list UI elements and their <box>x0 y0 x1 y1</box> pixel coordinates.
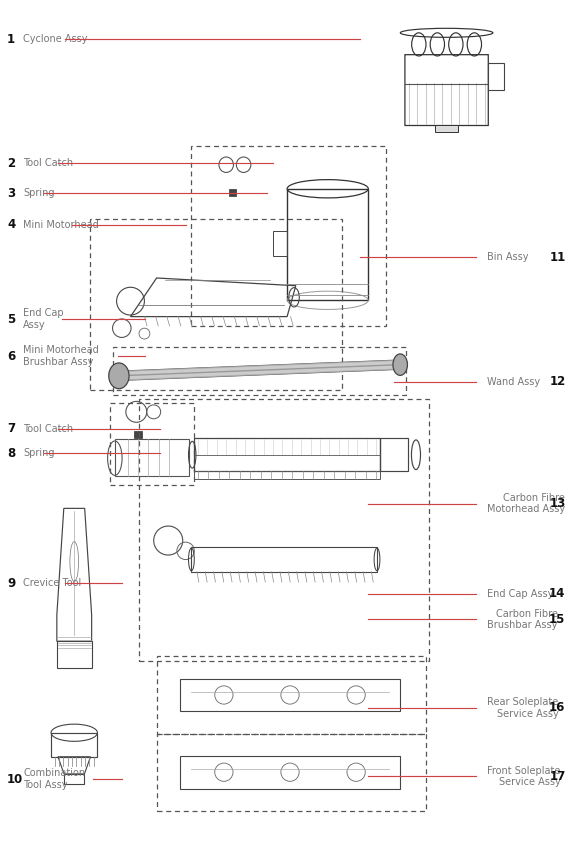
Bar <box>90 219 342 390</box>
Text: 13: 13 <box>549 497 566 511</box>
Text: Combination
Tool Assy: Combination Tool Assy <box>23 768 85 790</box>
Bar <box>110 403 194 485</box>
Bar <box>191 146 386 326</box>
Text: 6: 6 <box>7 349 15 363</box>
Text: 14: 14 <box>549 587 566 601</box>
Text: 7: 7 <box>7 422 15 436</box>
Text: 12: 12 <box>549 375 566 389</box>
Bar <box>113 347 406 395</box>
Text: 15: 15 <box>549 613 566 626</box>
Text: 2: 2 <box>7 156 15 170</box>
Text: 17: 17 <box>549 770 566 783</box>
Bar <box>57 642 92 668</box>
Text: Cyclone Assy: Cyclone Assy <box>23 34 88 45</box>
Text: 5: 5 <box>7 312 15 326</box>
Text: 16: 16 <box>549 701 566 715</box>
Text: Tool Catch: Tool Catch <box>23 424 73 434</box>
Bar <box>139 399 429 661</box>
Text: End Cap
Assy: End Cap Assy <box>23 308 64 330</box>
Bar <box>380 438 408 471</box>
Text: 1: 1 <box>7 33 15 46</box>
Text: Mini Motorhead
Brushbar Assy: Mini Motorhead Brushbar Assy <box>23 345 99 367</box>
Text: Tool Catch: Tool Catch <box>23 158 73 168</box>
Bar <box>435 125 458 132</box>
Text: Mini Motorhead: Mini Motorhead <box>23 220 99 230</box>
Text: Carbon Fibre
Motorhead Assy: Carbon Fibre Motorhead Assy <box>487 492 566 515</box>
Text: Front Soleplate
Service Assy: Front Soleplate Service Assy <box>487 765 561 788</box>
Text: 3: 3 <box>7 186 15 200</box>
Bar <box>488 63 503 90</box>
Text: 10: 10 <box>7 772 23 786</box>
Text: Bin Assy: Bin Assy <box>487 252 529 263</box>
Bar <box>287 189 368 300</box>
Text: Crevice Tool: Crevice Tool <box>23 578 81 589</box>
Bar <box>194 471 380 480</box>
Text: Rear Soleplate
Service Assy: Rear Soleplate Service Assy <box>487 697 559 719</box>
Text: 8: 8 <box>7 446 15 460</box>
Bar <box>64 774 85 784</box>
Bar <box>134 431 142 438</box>
Text: Spring: Spring <box>23 448 55 458</box>
Text: 11: 11 <box>549 251 566 264</box>
Text: 9: 9 <box>7 577 15 590</box>
Text: Carbon Fibre
Brushbar Assy: Carbon Fibre Brushbar Assy <box>487 608 557 631</box>
Text: Wand Assy: Wand Assy <box>487 377 541 387</box>
Bar <box>273 231 287 256</box>
Text: 4: 4 <box>7 218 15 232</box>
Ellipse shape <box>108 363 129 389</box>
Bar <box>191 547 377 571</box>
Bar <box>180 756 400 789</box>
Bar <box>194 438 380 471</box>
Text: Spring: Spring <box>23 188 55 198</box>
Text: End Cap Assy: End Cap Assy <box>487 589 553 599</box>
Bar <box>157 656 426 734</box>
Bar <box>229 189 236 196</box>
Ellipse shape <box>393 353 407 376</box>
Bar <box>157 734 426 811</box>
Bar <box>180 679 400 711</box>
Bar <box>51 733 97 757</box>
